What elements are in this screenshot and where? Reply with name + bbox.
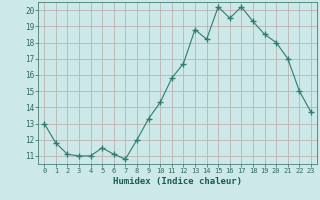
X-axis label: Humidex (Indice chaleur): Humidex (Indice chaleur) xyxy=(113,177,242,186)
